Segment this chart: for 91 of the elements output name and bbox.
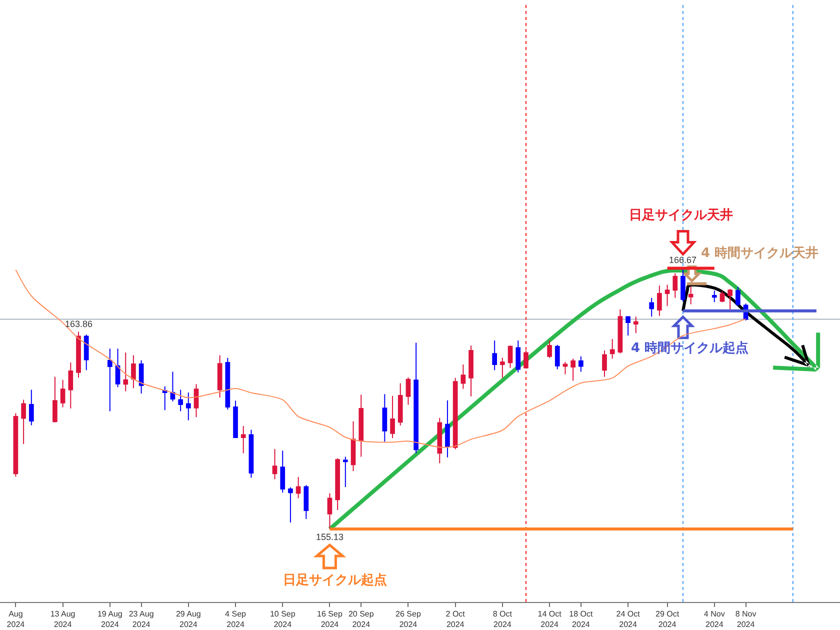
candlestick (452, 377, 458, 450)
x-tick-label: 4 Sep 2024 (225, 610, 247, 629)
candlestick (68, 362, 74, 410)
candlestick (280, 450, 286, 494)
annotation: 155.13 (316, 532, 344, 542)
candlestick (343, 456, 348, 488)
x-tick-label: 20 Sep 2024 (348, 610, 374, 629)
candlestick (296, 476, 301, 499)
candlestick (240, 425, 246, 454)
candlestick (248, 429, 254, 478)
candlestick (508, 345, 513, 368)
x-tick-label: 4 Nov 2024 (704, 610, 725, 629)
candlestick (406, 376, 411, 406)
candlestick (626, 316, 630, 336)
candlestick (194, 384, 199, 418)
candlestick (272, 448, 278, 480)
x-tick-label: 8 Nov 2024 (735, 610, 756, 629)
candlestick (21, 399, 26, 445)
candlestick (217, 354, 222, 398)
candlestick (445, 400, 450, 458)
x-tick-label: 16 Sep 2024 (317, 610, 343, 629)
x-tick-label: 29 Oct 2024 (656, 610, 680, 629)
candlestick (233, 400, 238, 439)
candlestick (288, 486, 293, 523)
x-tick-label: 29 Aug 2024 (176, 610, 201, 629)
candlestick (728, 288, 733, 310)
candlestick (84, 334, 89, 371)
x-tick-label: 14 Oct 2024 (538, 610, 562, 629)
annotation: 4 時間サイクル天井 (701, 246, 819, 261)
candlestick (610, 338, 615, 360)
candlestick (649, 297, 654, 318)
x-tick-label: 19 Aug 2024 (97, 610, 122, 629)
candlestick (633, 316, 638, 334)
candlestick (492, 340, 497, 371)
candlestick (304, 484, 309, 520)
x-tick-label: Aug 2024 (6, 610, 26, 629)
candlestick (680, 268, 686, 302)
candlestick (52, 376, 58, 423)
candlestick (736, 286, 740, 307)
annotation: 166.67 (669, 255, 697, 265)
x-tick-label: 26 Sep 2024 (396, 610, 422, 629)
candlestick (570, 358, 576, 382)
candlestick (123, 352, 128, 392)
x-tick-label: 8 Oct 2024 (492, 610, 513, 629)
candlestick (516, 340, 521, 373)
candlestick (170, 371, 176, 402)
candlestick (547, 340, 552, 358)
candlestick (13, 412, 18, 478)
candlestick (107, 348, 112, 412)
candlestick (664, 284, 670, 306)
candlestick (225, 357, 230, 410)
candlestick (60, 379, 66, 408)
candlestick (162, 386, 168, 411)
candlestick (382, 394, 388, 442)
candlestick (578, 356, 584, 372)
x-tick-label: 23 Aug 2024 (128, 610, 154, 629)
annotation: 日足サイクル起点 (283, 572, 387, 588)
annotation: 日足サイクル天井 (629, 208, 733, 223)
x-tick-label: 10 Sep 2024 (270, 610, 296, 629)
candlestick (468, 345, 474, 397)
candlestick (335, 458, 340, 511)
candlestick (657, 285, 662, 316)
candlestick (76, 331, 81, 378)
candlestick (28, 389, 34, 426)
x-tick-label: 2 Oct 2024 (446, 610, 466, 629)
candlestick (186, 392, 191, 421)
candlestick (358, 394, 364, 458)
annotation: 163.86 (65, 319, 93, 329)
candlestick (350, 420, 356, 472)
candlestick (414, 342, 418, 454)
candlestick (178, 389, 183, 412)
candlestick (460, 364, 466, 390)
candlestick (398, 382, 403, 426)
candlestick (437, 417, 442, 464)
x-tick-label: 24 Oct 2024 (616, 610, 641, 629)
candlestick (562, 362, 568, 375)
candlestick (131, 354, 136, 389)
candlestick (115, 348, 120, 388)
x-tick-label: 18 Oct 2024 (569, 610, 594, 629)
candlestick (688, 286, 694, 305)
x-tick-label: 13 Aug 2024 (50, 610, 76, 629)
candlestick (602, 350, 607, 378)
candlestick (712, 290, 717, 303)
candlestick (672, 272, 678, 298)
candlestick (327, 492, 332, 530)
candlestick (554, 344, 560, 370)
candlestick (390, 395, 395, 439)
candlestick (618, 308, 623, 354)
candlestick (524, 350, 528, 370)
candlestick (500, 357, 505, 378)
candlestick (138, 360, 144, 394)
